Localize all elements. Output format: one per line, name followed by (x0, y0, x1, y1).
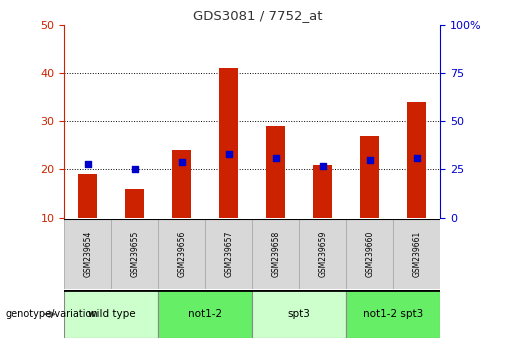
Text: GSM239660: GSM239660 (365, 231, 374, 277)
Bar (314, 165, 332, 218)
Bar (346, 290, 440, 338)
Text: genotype/variation: genotype/variation (5, 309, 98, 319)
Point (225, 151, 233, 157)
Text: GSM239655: GSM239655 (130, 231, 140, 277)
Bar (64, 290, 159, 338)
Bar (393, 219, 440, 289)
Text: not1-2: not1-2 (188, 309, 222, 319)
Text: wild type: wild type (88, 309, 135, 319)
Bar (173, 150, 191, 218)
Text: GSM239658: GSM239658 (271, 231, 280, 277)
Text: spt3: spt3 (288, 309, 311, 319)
Point (272, 155, 280, 161)
Bar (219, 68, 238, 218)
Point (178, 159, 186, 165)
Bar (252, 219, 299, 289)
Bar (299, 219, 346, 289)
Legend: count, percentile rank within the sample: count, percentile rank within the sample (79, 353, 250, 354)
Text: GSM239657: GSM239657 (225, 231, 233, 277)
Point (84, 161, 92, 166)
Text: GSM239656: GSM239656 (177, 231, 186, 277)
Bar (78, 174, 97, 218)
Bar (111, 219, 159, 289)
Bar (346, 219, 393, 289)
Text: GSM239661: GSM239661 (413, 231, 421, 277)
Bar (159, 290, 252, 338)
Bar (159, 219, 205, 289)
Bar (360, 136, 379, 218)
Bar (126, 189, 144, 218)
Bar (266, 126, 285, 218)
Point (319, 163, 327, 169)
Bar (205, 219, 252, 289)
Bar (252, 290, 346, 338)
Text: GDS3081 / 7752_at: GDS3081 / 7752_at (193, 9, 322, 22)
Text: GSM239654: GSM239654 (83, 231, 92, 277)
Point (131, 167, 139, 172)
Text: GSM239659: GSM239659 (318, 231, 328, 277)
Bar (64, 219, 111, 289)
Text: not1-2 spt3: not1-2 spt3 (363, 309, 423, 319)
Point (413, 155, 421, 161)
Point (366, 157, 374, 163)
Bar (407, 102, 426, 218)
